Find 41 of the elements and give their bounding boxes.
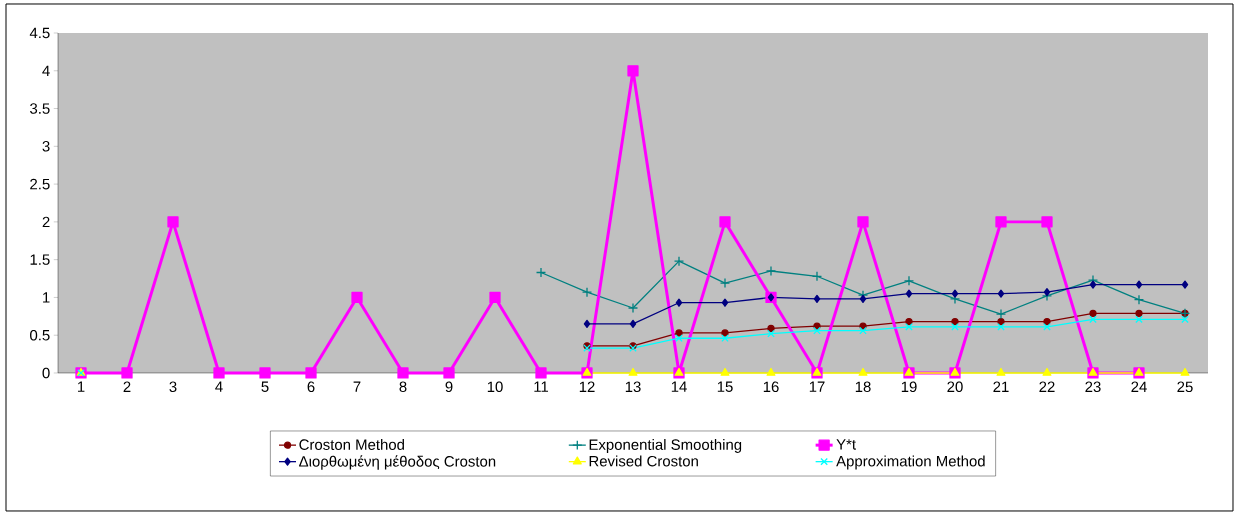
x-tick-label: 6 (307, 381, 315, 393)
x-tick-label: 8 (399, 381, 407, 393)
y-tick-label: 2.5 (30, 178, 50, 190)
legend-label: Approximation Method (836, 455, 985, 470)
x-tick-label: 14 (671, 381, 687, 392)
y-tick-label: 4 (42, 65, 50, 76)
x-tick-label: 7 (353, 381, 361, 392)
legend-label: Y*t (836, 439, 856, 450)
legend-label: Διορθωμένη μέθοδος Croston (299, 455, 496, 470)
legend-label: Exponential Smoothing (589, 438, 742, 453)
y-tick-label: 2 (42, 216, 50, 228)
x-tick-label: 19 (901, 381, 917, 393)
y-tick-label: 0 (42, 367, 50, 379)
x-tick-label: 13 (625, 381, 641, 393)
x-tick-label: 18 (855, 381, 871, 393)
x-tick-label: 2 (123, 381, 131, 392)
x-tick-label: 4 (215, 381, 223, 392)
x-tick-label: 12 (579, 381, 595, 392)
x-tick-label: 9 (445, 381, 453, 393)
y-tick-label: 0.5 (30, 329, 50, 341)
x-tick-label: 11 (534, 381, 549, 392)
x-tick-label: 1 (78, 381, 85, 392)
x-tick-label: 23 (1085, 381, 1101, 393)
x-tick-label: 5 (261, 381, 269, 392)
y-tick-label: 3 (42, 141, 50, 152)
x-tick-label: 21 (993, 381, 1009, 392)
y-tick-label: 4.5 (29, 27, 50, 39)
x-tick-label: 20 (947, 381, 963, 393)
x-tick-label: 15 (717, 381, 733, 392)
y-tick-label: 3.5 (30, 103, 50, 114)
x-tick-label: 16 (763, 381, 779, 393)
legend-label: Croston Method (299, 438, 404, 450)
legend-label: Revised Croston (589, 455, 698, 467)
x-tick-label: 22 (1039, 381, 1055, 392)
y-tick-label: 1.5 (30, 254, 50, 265)
x-tick-label: 25 (1177, 381, 1193, 393)
y-tick-label: 1 (43, 292, 50, 303)
x-tick-label: 17 (809, 381, 825, 392)
x-tick-label: 3 (169, 381, 177, 393)
x-tick-label: 24 (1131, 381, 1147, 392)
x-tick-label: 10 (487, 381, 503, 393)
